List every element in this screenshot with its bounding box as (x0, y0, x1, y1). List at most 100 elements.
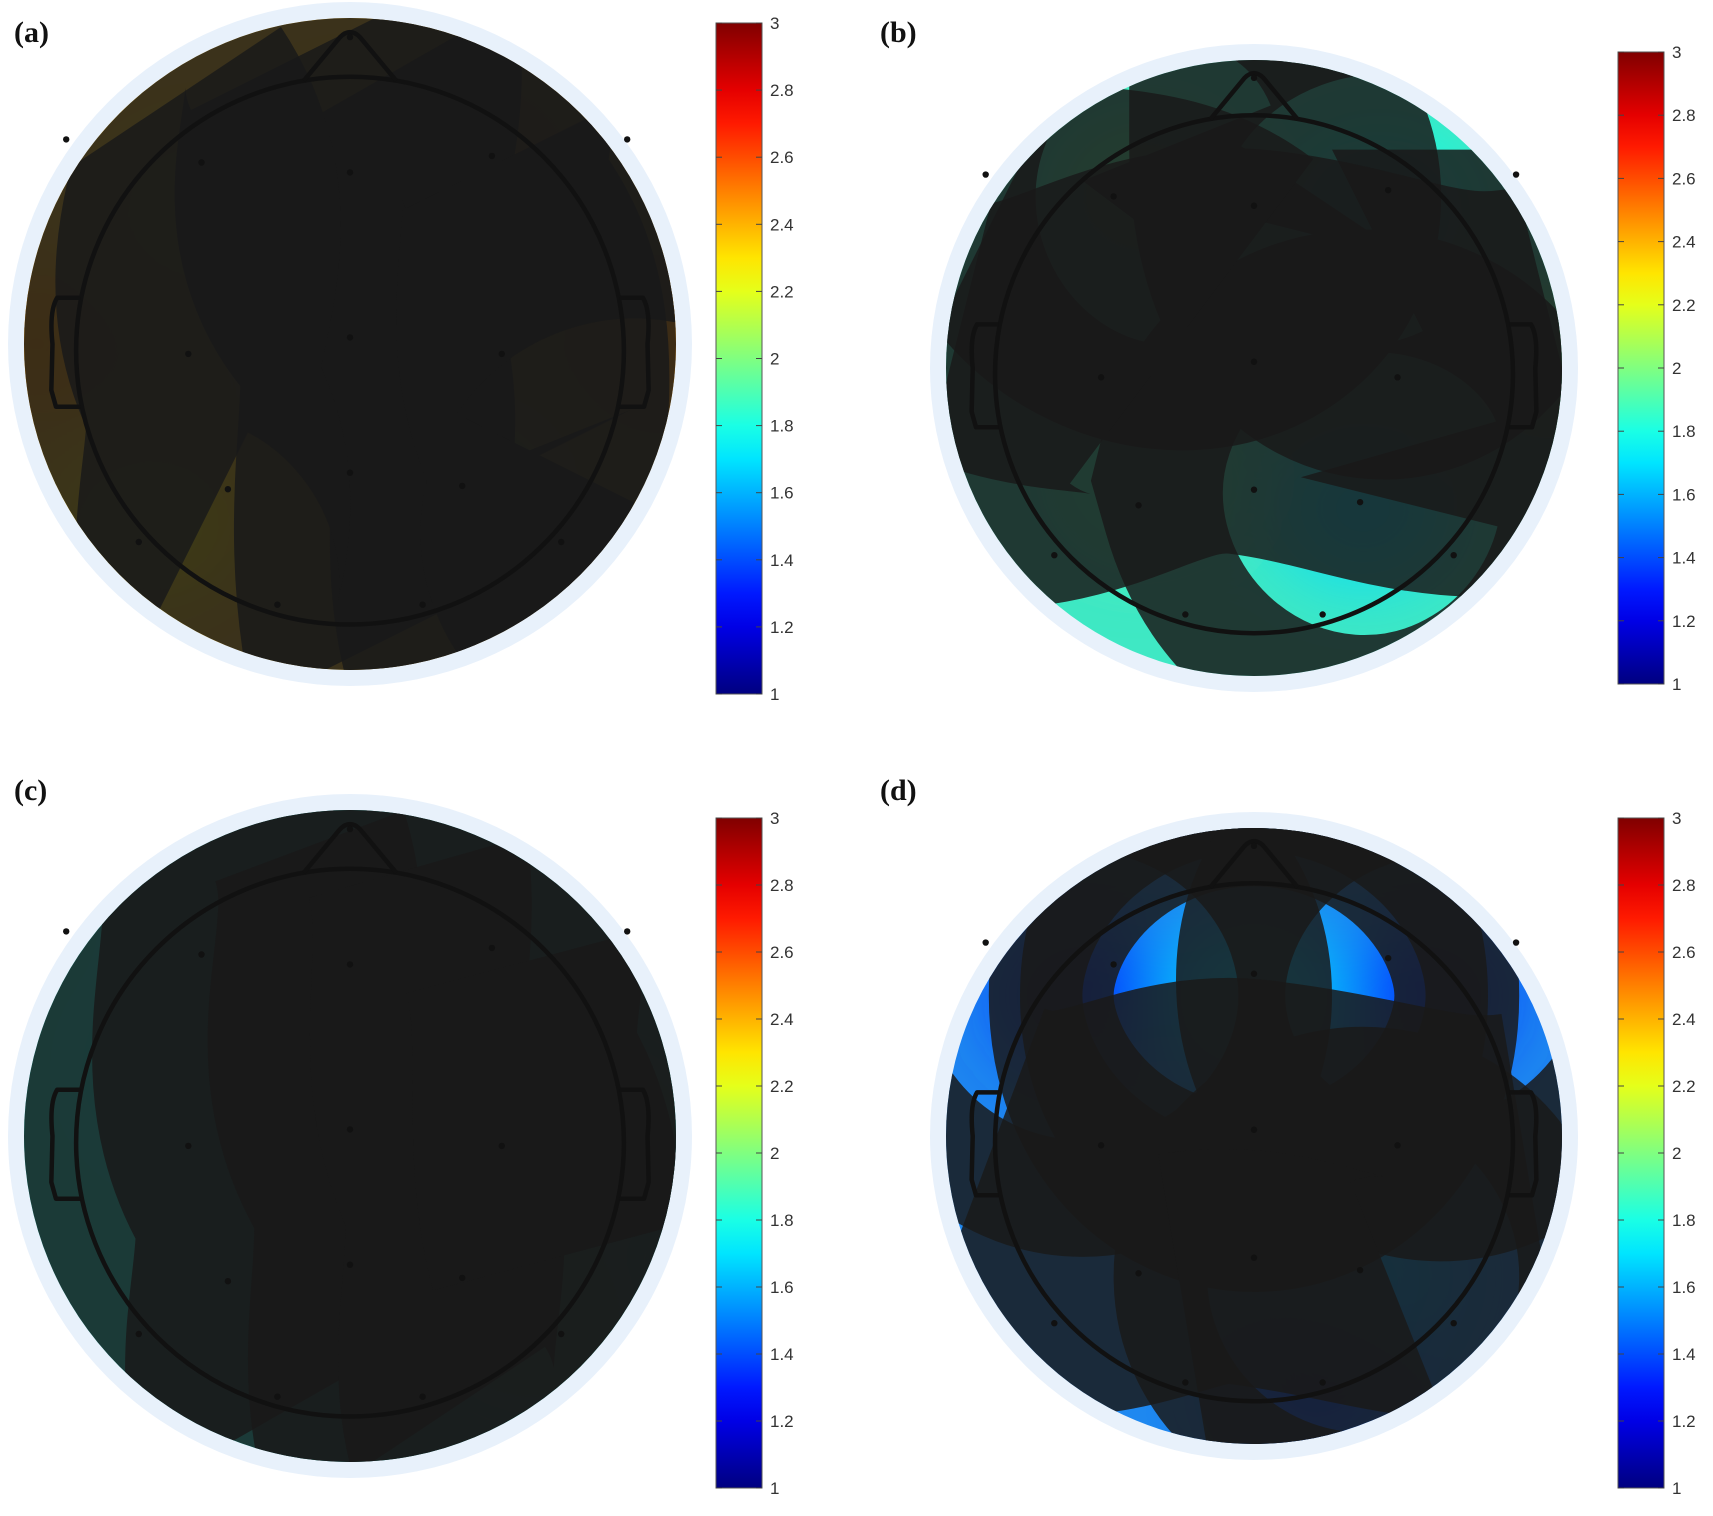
electrode-dot (135, 538, 142, 546)
electrode-dot (1250, 842, 1258, 850)
electrode-dot (1250, 1254, 1258, 1261)
colorbar-tick-label: 1.4 (770, 551, 794, 570)
electrode-dot (224, 1278, 232, 1285)
left-ear-outline (49, 1087, 81, 1201)
colorbar-tick-label: 2 (770, 1144, 779, 1163)
colorbar-tick-label: 3 (1672, 43, 1681, 62)
electrode-dot (419, 1393, 426, 1400)
colorbar-tick-label: 2.6 (770, 943, 794, 962)
electrode-dot (498, 1142, 505, 1150)
electrode-dot (982, 171, 989, 178)
electrode-dot (1182, 611, 1189, 618)
electrode-dot (1250, 486, 1258, 493)
electrode-dot (1250, 358, 1258, 365)
electrode-dot (62, 928, 70, 935)
head-outline (969, 70, 1539, 636)
colorbar-gradient (1617, 817, 1665, 1489)
electrode-dot (346, 825, 354, 833)
electrode-dot (1384, 186, 1392, 194)
electrode-dot (1097, 1142, 1105, 1149)
left-ear-outline (969, 1090, 999, 1198)
colorbar-tick-label: 2.2 (770, 282, 794, 301)
electrode-dot (1250, 970, 1258, 977)
panel-label: (b) (880, 16, 917, 49)
colorbar-tick-label: 2.4 (1672, 1010, 1696, 1029)
colorbar-tick-label: 1.6 (1672, 1278, 1696, 1297)
colorbar-tick-label: 1.6 (770, 1278, 794, 1297)
nose-outline (302, 821, 398, 875)
electrode-dot (1512, 171, 1520, 178)
left-ear-outline (969, 322, 999, 430)
colorbar-tick-label: 2.6 (1672, 943, 1696, 962)
electrode-dot (346, 1261, 354, 1268)
colorbar-tick-label: 1 (770, 1479, 779, 1498)
colorbar: 1 1.2 1.4 1.6 1.8 2 2.2 2.4 2.6 2.8 3 (1617, 43, 1696, 694)
electrode-dot (62, 136, 70, 143)
colorbar-tick-label: 1.6 (770, 484, 794, 503)
electrode-dot (1097, 374, 1105, 381)
colorbar-gradient (1617, 51, 1665, 685)
contour-line (1158, 1149, 1501, 1444)
colorbar-tick-label: 1.8 (770, 417, 794, 436)
electrode-dot (1051, 552, 1058, 559)
colorbar-tick-label: 1.8 (1672, 422, 1696, 441)
contour-line (946, 74, 1314, 496)
nose-outline (1208, 838, 1300, 889)
colorbar-tick-label: 3 (770, 809, 779, 828)
electrode-dot (1356, 498, 1364, 506)
electrode-dot (1450, 1320, 1457, 1327)
colorbar-tick-label: 1 (1672, 675, 1681, 694)
colorbar: 1 1.2 1.4 1.6 1.8 2 2.2 2.4 2.6 2.8 3 (715, 14, 794, 704)
colorbar-tick-label: 2.8 (770, 876, 794, 895)
colorbar-tick-label: 2 (1672, 359, 1681, 378)
electrode-dot (346, 1126, 354, 1133)
panel-label: (a) (14, 16, 49, 49)
electrode-dot (488, 944, 496, 952)
electrode-dot (1394, 1142, 1401, 1149)
colorbar-tick-label: 2.8 (770, 81, 794, 100)
colorbar-tick-label: 2.2 (1672, 296, 1696, 315)
electrode-dot (346, 169, 354, 176)
colorbar-tick-label: 1.2 (770, 1412, 794, 1431)
colorbar-tick-label: 1.4 (770, 1345, 794, 1364)
electrode-dot (624, 136, 631, 143)
electrode-dot (1051, 1320, 1058, 1327)
colorbar-tick-label: 2.2 (770, 1077, 794, 1096)
colorbar-tick-label: 3 (770, 14, 779, 33)
colorbar-tick-label: 2.2 (1672, 1077, 1696, 1096)
colorbar-tick-label: 2 (1672, 1144, 1681, 1163)
panel-label: (c) (14, 774, 47, 807)
colorbar-gradient (715, 817, 763, 1489)
colorbar-tick-label: 1.2 (1672, 1412, 1696, 1431)
electrode-dot (274, 1393, 281, 1400)
electrode-dot (1512, 939, 1520, 946)
right-ear-outline (1509, 322, 1539, 430)
colorbar-tick-label: 1.8 (770, 1211, 794, 1230)
electrode-dot (1135, 502, 1142, 509)
colorbar-tick-label: 1.8 (1672, 1211, 1696, 1230)
electrode-dot (1450, 552, 1457, 559)
right-ear-outline (619, 1087, 651, 1201)
colorbar-tick-label: 2.4 (770, 215, 794, 234)
electrode-dot (198, 159, 205, 166)
electrode-dot (1356, 1266, 1364, 1274)
left-ear-outline (49, 295, 81, 409)
electrode-dot (1182, 1379, 1189, 1386)
topoplot-panel: (d) 1 1.2 1.4 1.6 1.8 2 2.2 2.4 2.6 2.8 3 (880, 774, 1696, 1498)
head-outline (49, 29, 651, 627)
colorbar: 1 1.2 1.4 1.6 1.8 2 2.2 2.4 2.6 2.8 3 (715, 809, 794, 1498)
electrode-dot (224, 486, 232, 493)
electrode-dot (1319, 1379, 1326, 1386)
electrode-dot (198, 951, 205, 958)
electrode-dot (1319, 611, 1326, 618)
colorbar-tick-label: 2.4 (1672, 233, 1696, 252)
topoplot-panel: (c) 1 1.2 1.4 1.6 1.8 2 2.2 2.4 2.6 2.8 3 (8, 774, 794, 1498)
colorbar-tick-label: 2.8 (1672, 106, 1696, 125)
colorbar-tick-label: 1.2 (770, 618, 794, 637)
colorbar-gradient (715, 22, 763, 695)
electrode-dot (346, 961, 354, 968)
topoplot-panel: (a) 1 1.2 1.4 1.6 1.8 2 2.2 2.4 2.6 2.8 3 (8, 2, 794, 704)
colorbar-tick-label: 1.6 (1672, 485, 1696, 504)
electrode-dot (185, 350, 192, 358)
electrode-dot (1250, 1126, 1258, 1133)
